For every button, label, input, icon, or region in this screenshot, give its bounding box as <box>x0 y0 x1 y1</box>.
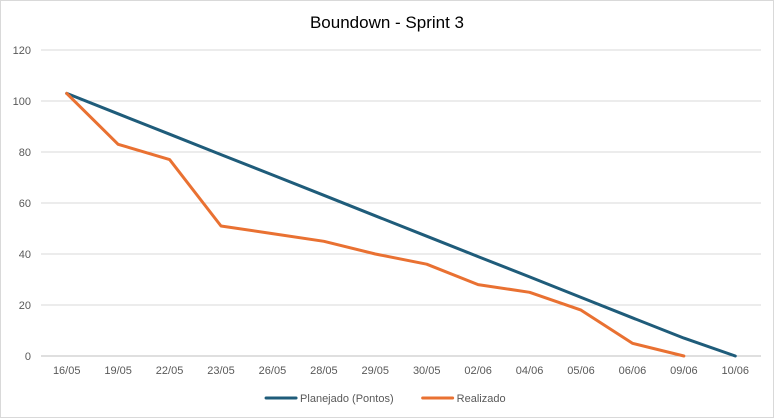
y-tick-label: 60 <box>19 198 31 210</box>
legend-label-2: Realizado <box>457 393 506 405</box>
y-tick-label: 100 <box>13 96 31 108</box>
x-tick-label: 19/05 <box>104 365 132 377</box>
legend-label-1: Planejado (Pontos) <box>300 393 394 405</box>
x-tick-label: 30/05 <box>413 365 441 377</box>
x-tick-label: 29/05 <box>362 365 390 377</box>
x-tick-label: 26/05 <box>259 365 287 377</box>
x-tick-label: 02/06 <box>464 365 492 377</box>
x-tick-label: 16/05 <box>53 365 81 377</box>
y-tick-label: 120 <box>13 45 31 57</box>
series-line-2 <box>65 91 686 358</box>
x-tick-label: 22/05 <box>156 365 184 377</box>
series-line-1 <box>65 91 737 358</box>
x-tick-label: 09/06 <box>670 365 698 377</box>
x-tick-label: 04/06 <box>516 365 544 377</box>
y-tick-label: 0 <box>25 351 31 363</box>
chart-title: Boundown - Sprint 3 <box>309 13 465 32</box>
y-tick-label: 80 <box>19 147 31 159</box>
x-tick-label: 28/05 <box>310 365 338 377</box>
y-tick-label: 40 <box>19 249 31 261</box>
x-tick-label: 23/05 <box>207 365 235 377</box>
y-tick-label: 20 <box>19 300 31 312</box>
x-tick-label: 06/06 <box>619 365 647 377</box>
x-tick-label: 10/06 <box>722 365 750 377</box>
x-tick-label: 05/06 <box>567 365 595 377</box>
